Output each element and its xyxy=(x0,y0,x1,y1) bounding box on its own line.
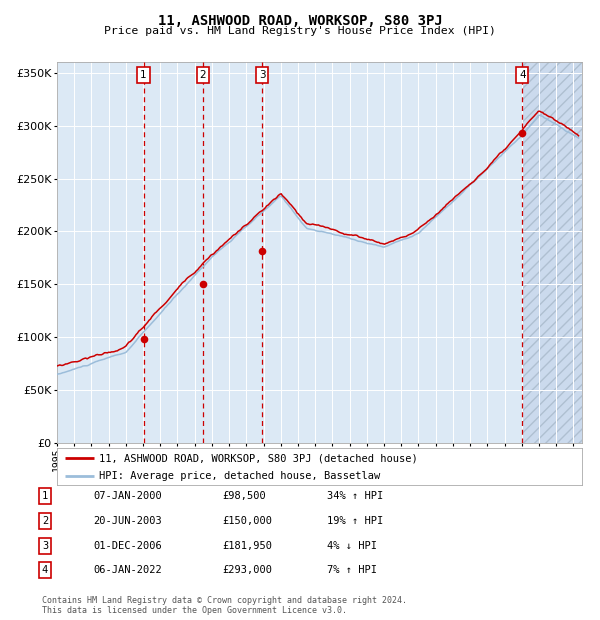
Text: 11, ASHWOOD ROAD, WORKSOP, S80 3PJ: 11, ASHWOOD ROAD, WORKSOP, S80 3PJ xyxy=(158,14,442,28)
Bar xyxy=(522,62,582,443)
Text: 20-JUN-2003: 20-JUN-2003 xyxy=(93,516,162,526)
Text: 1: 1 xyxy=(140,70,147,81)
Text: 01-DEC-2006: 01-DEC-2006 xyxy=(93,541,162,551)
Text: 07-JAN-2000: 07-JAN-2000 xyxy=(93,491,162,501)
Text: 19% ↑ HPI: 19% ↑ HPI xyxy=(327,516,383,526)
Text: 11, ASHWOOD ROAD, WORKSOP, S80 3PJ (detached house): 11, ASHWOOD ROAD, WORKSOP, S80 3PJ (deta… xyxy=(99,453,418,463)
Text: Contains HM Land Registry data © Crown copyright and database right 2024.: Contains HM Land Registry data © Crown c… xyxy=(42,596,407,605)
Text: 4% ↓ HPI: 4% ↓ HPI xyxy=(327,541,377,551)
Text: £150,000: £150,000 xyxy=(222,516,272,526)
Text: Price paid vs. HM Land Registry's House Price Index (HPI): Price paid vs. HM Land Registry's House … xyxy=(104,26,496,36)
Text: HPI: Average price, detached house, Bassetlaw: HPI: Average price, detached house, Bass… xyxy=(99,471,380,480)
Text: 4: 4 xyxy=(519,70,526,81)
Text: £98,500: £98,500 xyxy=(222,491,266,501)
Text: 3: 3 xyxy=(259,70,265,81)
Text: 2: 2 xyxy=(199,70,206,81)
Text: 2: 2 xyxy=(42,516,48,526)
Text: This data is licensed under the Open Government Licence v3.0.: This data is licensed under the Open Gov… xyxy=(42,606,347,615)
Text: 3: 3 xyxy=(42,541,48,551)
Text: £181,950: £181,950 xyxy=(222,541,272,551)
Text: £293,000: £293,000 xyxy=(222,565,272,575)
Text: 4: 4 xyxy=(42,565,48,575)
Text: 34% ↑ HPI: 34% ↑ HPI xyxy=(327,491,383,501)
Text: 7% ↑ HPI: 7% ↑ HPI xyxy=(327,565,377,575)
Text: 06-JAN-2022: 06-JAN-2022 xyxy=(93,565,162,575)
Text: 1: 1 xyxy=(42,491,48,501)
